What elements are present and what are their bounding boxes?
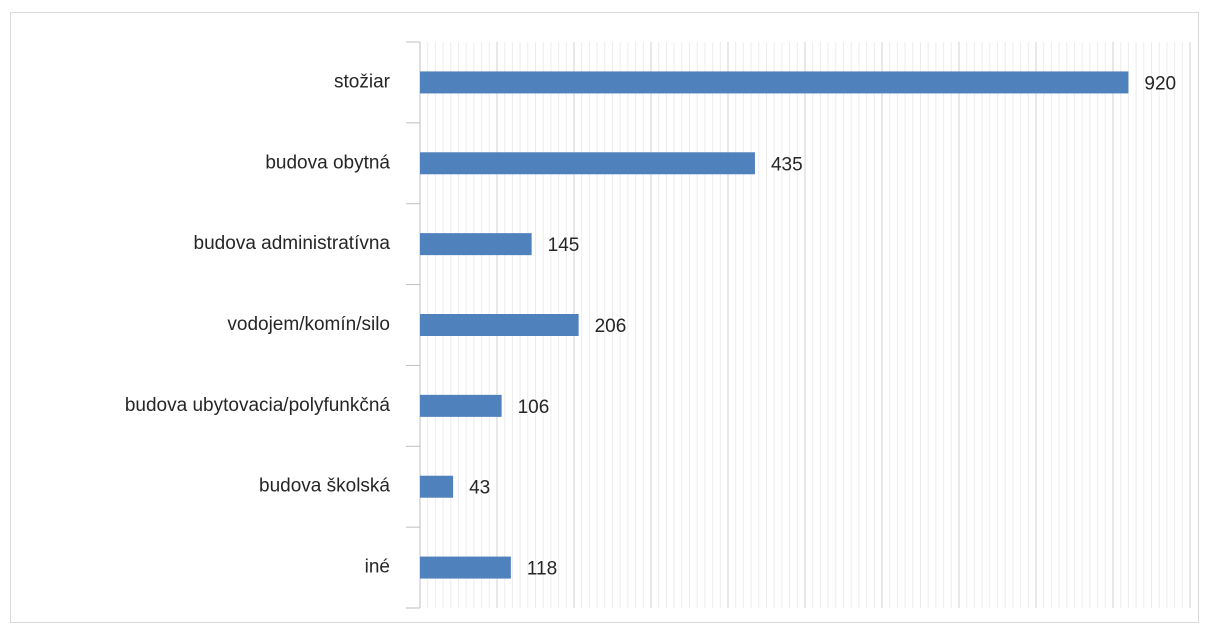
y-tick-label: budova administratívna: [194, 233, 391, 254]
bar: [420, 233, 532, 256]
data-label: 435: [771, 154, 803, 175]
y-tick-label: vodojem/komín/silo: [227, 314, 390, 335]
chart-frame: [10, 12, 1199, 623]
y-tick-label: iné: [365, 557, 390, 578]
y-tick-label: budova obytná: [265, 152, 390, 173]
data-label: 118: [527, 559, 557, 580]
bar: [420, 394, 502, 417]
bar: [420, 314, 579, 336]
data-label: 106: [518, 397, 550, 418]
y-tick-label: budova školská: [259, 476, 390, 497]
data-label: 43: [469, 478, 490, 499]
y-tick-label: stožiar: [334, 71, 391, 92]
data-label: 920: [1144, 73, 1176, 94]
bar: [420, 556, 511, 579]
data-label: 206: [595, 316, 627, 337]
bar: [420, 152, 755, 175]
data-label: 145: [548, 235, 580, 256]
bar: [420, 475, 454, 498]
bar: [420, 71, 1129, 94]
y-tick-label: budova ubytovacia/polyfunkčná: [125, 395, 391, 416]
